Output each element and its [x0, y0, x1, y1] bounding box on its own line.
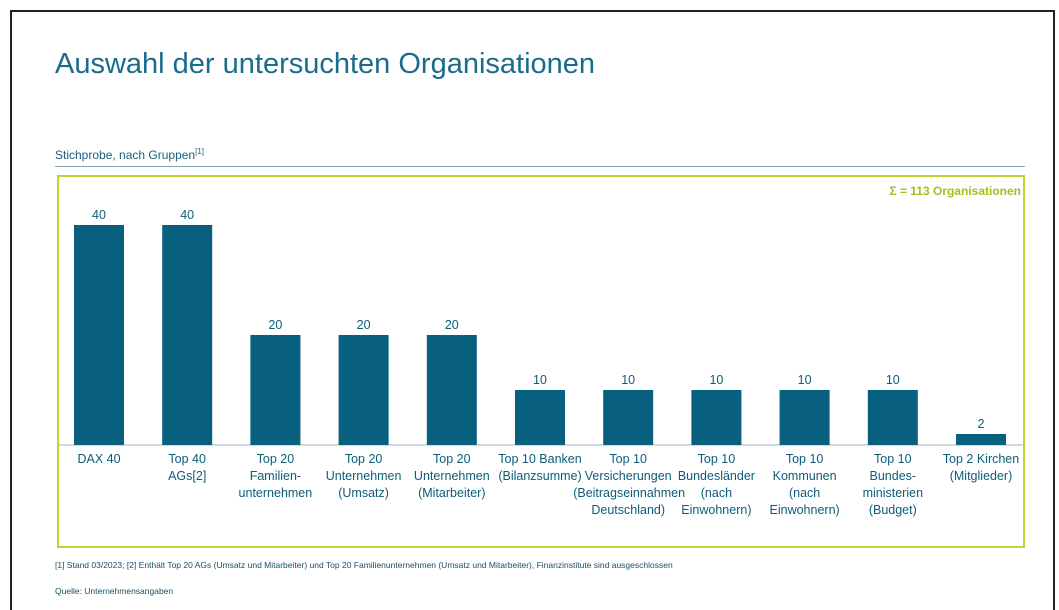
- bar: [338, 335, 389, 445]
- x-tick-label: Top 10 Versicherungen (Beitragseinnahmen…: [573, 452, 686, 517]
- slide-frame: [10, 10, 1055, 610]
- value-label: 20: [268, 318, 282, 332]
- title: Auswahl der untersuchten Organisationen: [55, 48, 596, 80]
- source: Quelle: Unternehmensangaben: [55, 586, 174, 596]
- value-label: 2: [978, 417, 985, 431]
- bar: [250, 335, 301, 445]
- subtitle-ref: [1]: [195, 147, 204, 156]
- rule: [55, 166, 1025, 167]
- annotation: Σ = 113 Organisationen: [889, 184, 1021, 198]
- x-tick-label: Top 40 AGs[2]: [168, 452, 207, 483]
- x-tick-label: Top 20 Familien- unternehmen: [238, 452, 313, 500]
- bar: [691, 390, 742, 445]
- value-label: 10: [798, 373, 812, 387]
- value-label: 10: [709, 373, 723, 387]
- x-tick-label: Top 10 Banken (Bilanzsumme): [498, 452, 582, 483]
- bar: [515, 390, 565, 445]
- x-tick-label: Top 10 Bundes- ministerien (Budget): [862, 452, 924, 517]
- x-tick-label: Top 2 Kirchen (Mitglieder): [942, 452, 1020, 483]
- value-label: 40: [92, 208, 106, 222]
- x-tick-label: Top 10 Kommunen (nach Einwohnern): [769, 452, 840, 517]
- bar: [603, 390, 654, 445]
- value-label: 20: [357, 318, 371, 332]
- chart-frame: [57, 175, 1025, 548]
- x-tick-label: Top 20 Unternehmen (Mitarbeiter): [413, 452, 490, 500]
- value-label: 10: [886, 373, 900, 387]
- bar: [74, 225, 124, 445]
- value-label: 10: [621, 373, 635, 387]
- subtitle-text: Stichprobe, nach Gruppen: [55, 148, 196, 162]
- value-label: 40: [180, 208, 194, 222]
- x-tick-label: Top 20 Unternehmen (Umsatz): [325, 452, 402, 500]
- bar: [426, 335, 477, 445]
- footnote: [1] Stand 03/2023; [2] Enthält Top 20 AG…: [55, 560, 673, 570]
- x-tick-label: DAX 40: [77, 452, 121, 466]
- bar: [956, 434, 1006, 445]
- bar: [162, 225, 213, 445]
- subtitle: Stichprobe, nach Gruppen[1]: [55, 147, 204, 162]
- x-tick-label: Top 10 Bundesländer (nach Einwohnern): [677, 452, 755, 517]
- value-label: 20: [445, 318, 459, 332]
- bar: [779, 390, 830, 445]
- bar: [867, 390, 918, 445]
- value-label: 10: [533, 373, 547, 387]
